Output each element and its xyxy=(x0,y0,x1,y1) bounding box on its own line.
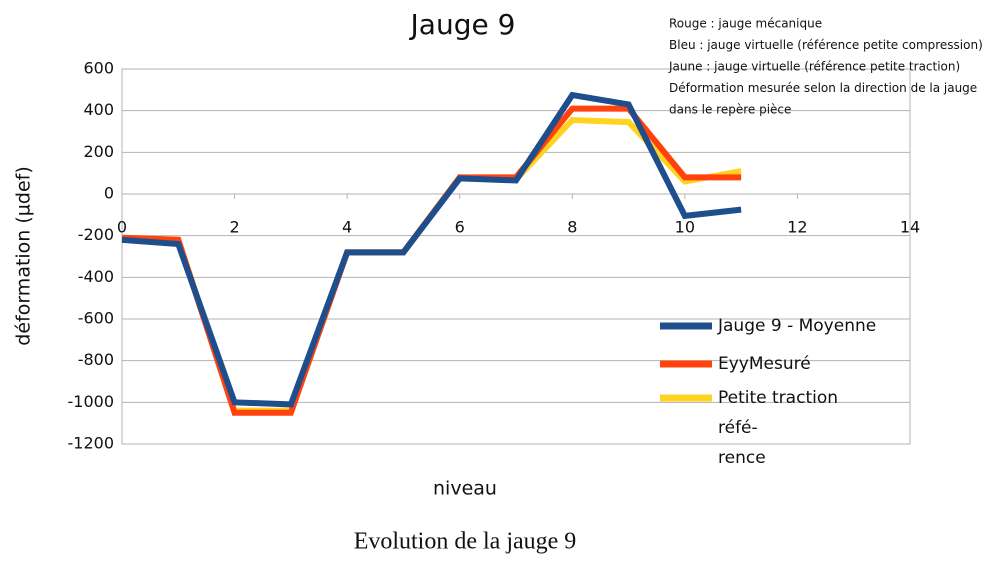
series-line xyxy=(121,116,742,414)
x-tick-label: 6 xyxy=(455,218,465,237)
x-tick-label: 10 xyxy=(675,218,695,237)
series-line xyxy=(121,105,742,416)
y-tick-label: -200 xyxy=(78,225,114,244)
x-tick-label: 8 xyxy=(567,218,577,237)
annotation: Rouge : jauge mécanique xyxy=(669,17,822,31)
x-tick-label: 4 xyxy=(342,218,352,237)
x-axis-label: niveau xyxy=(433,478,497,500)
y-tick-label: -800 xyxy=(78,350,114,369)
x-tick-label: 2 xyxy=(229,218,239,237)
legend-label: Jauge 9 - Moyenne xyxy=(718,316,877,336)
y-tick-label: -400 xyxy=(78,267,114,286)
series-line xyxy=(121,91,742,408)
y-tick-label: -1000 xyxy=(68,392,115,411)
legend-label: EyyMesuré xyxy=(718,354,811,374)
annotation: Jaune : jauge virtuelle (référence petit… xyxy=(668,60,960,74)
x-tick-label: 14 xyxy=(900,218,920,237)
x-tick-label: 0 xyxy=(117,218,127,237)
annotation: Déformation mesurée selon la direction d… xyxy=(669,81,977,95)
plot-border xyxy=(121,68,911,445)
y-tick-label: -1200 xyxy=(68,434,115,453)
y-tick-label: 600 xyxy=(83,59,114,78)
y-tick-label: 400 xyxy=(83,100,114,119)
y-axis-label: déformation (µdef) xyxy=(13,166,35,345)
x-tick-label: 12 xyxy=(787,218,807,237)
annotation: dans le repère pièce xyxy=(669,103,791,117)
y-tick-label: 0 xyxy=(104,184,114,203)
y-tick-label: -600 xyxy=(78,309,114,328)
caption: Evolution de la jauge 9 xyxy=(354,529,577,555)
y-tick-label: 200 xyxy=(83,142,114,161)
annotation: Bleu : jauge virtuelle (référence petite… xyxy=(669,38,983,52)
legend-label: Petite traction réfé- rence xyxy=(718,388,839,468)
chart-title: Jauge 9 xyxy=(409,8,516,41)
